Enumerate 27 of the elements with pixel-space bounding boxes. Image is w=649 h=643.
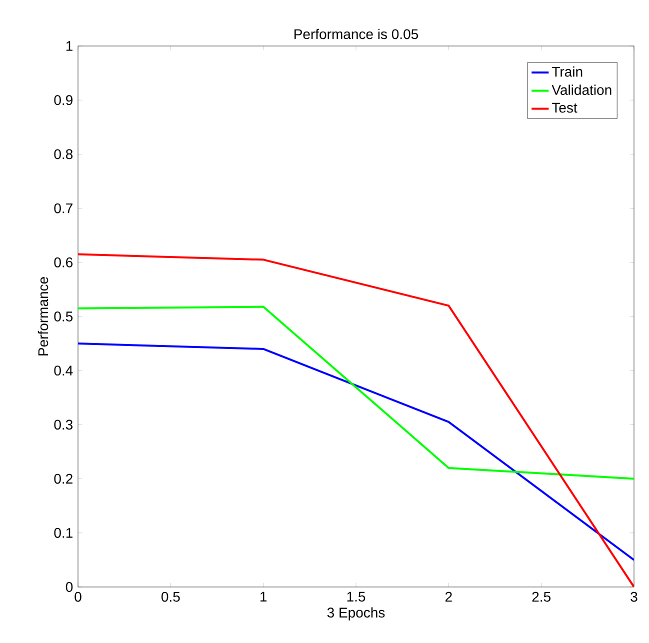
x-tick-label: 1.5 — [347, 592, 366, 602]
y-tick-label: 0.8 — [54, 149, 73, 160]
y-tick-label: 0 — [66, 582, 73, 592]
x-tick-label: 0.5 — [161, 592, 180, 602]
y-tick-label: 1 — [66, 41, 72, 51]
legend-label: Train — [552, 66, 582, 77]
y-tick-label: 0.6 — [54, 257, 73, 268]
y-tick-label: 0.7 — [54, 203, 72, 214]
y-tick-label: 0.2 — [54, 474, 72, 484]
x-tick-label: 3 — [630, 592, 638, 602]
chart-title: Performance is 0.05 — [294, 28, 418, 40]
x-tick-label: 2 — [445, 592, 452, 602]
x-tick-label: 1 — [260, 592, 267, 602]
legend-label: Test — [552, 102, 578, 113]
legend-label: Validation — [552, 84, 612, 95]
y-tick-label: 0.4 — [54, 366, 73, 376]
y-tick-label: 0.5 — [54, 312, 73, 322]
x-tick-label: 0 — [74, 592, 82, 602]
y-tick-label: 0.1 — [54, 528, 72, 538]
y-tick-label: 0.3 — [54, 420, 73, 430]
line-series — [78, 253, 634, 587]
x-tick-label: 2.5 — [532, 592, 550, 602]
x-axis-title: 3 Epochs — [327, 607, 385, 620]
line-series — [78, 306, 634, 480]
y-axis-title: Performance — [38, 277, 48, 356]
y-tick-label: 0.9 — [54, 95, 72, 106]
line-series — [78, 342, 634, 561]
